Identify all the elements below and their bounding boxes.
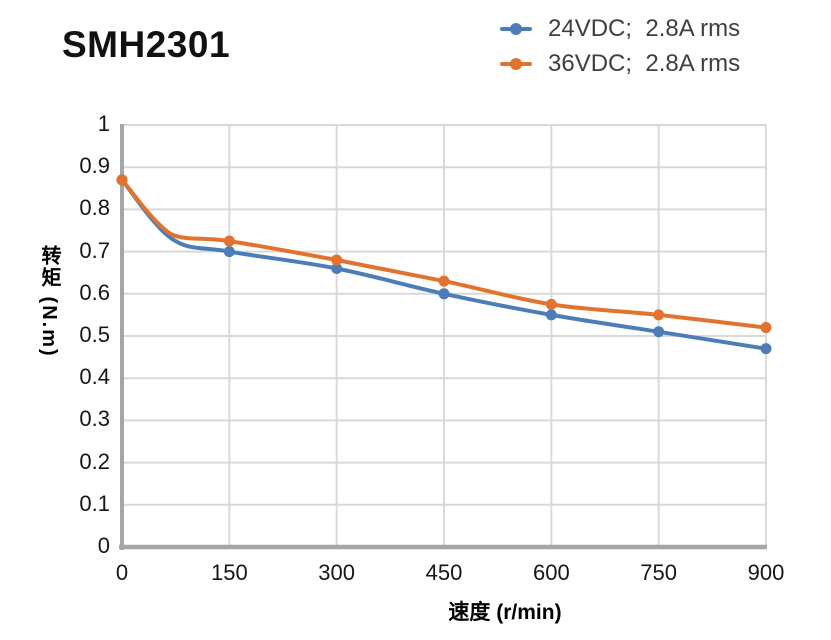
data-point-0 [223, 246, 235, 258]
x-tick-label: 750 [640, 560, 678, 585]
y-tick-label: 0.2 [79, 448, 110, 474]
data-point-0 [653, 326, 665, 338]
x-axis-label: 速度 (r/min) [448, 601, 562, 624]
data-point-1 [545, 298, 557, 310]
page-title: SMH2301 [62, 24, 231, 65]
data-point-0 [760, 343, 772, 355]
data-point-1 [760, 322, 772, 334]
y-tick-label: 0.8 [79, 195, 110, 221]
data-point-1 [653, 309, 665, 321]
data-point-1 [116, 174, 128, 186]
legend-label-36vdc: 36VDC; 2.8A rms [548, 50, 741, 77]
y-tick-label: 0.1 [79, 490, 110, 516]
legend-item-36vdc: 36VDC; 2.8A rms [500, 50, 741, 77]
x-tick-label: 600 [532, 560, 570, 585]
x-tick-label: 900 [747, 560, 785, 585]
legend-marker-24vdc-icon [500, 23, 532, 36]
y-tick-label: 0.7 [79, 237, 110, 263]
data-point-0 [331, 262, 343, 274]
data-point-1 [331, 254, 343, 266]
y-tick-label: 0.9 [79, 153, 110, 179]
x-tick-label: 0 [115, 560, 129, 585]
legend-dot-icon [510, 23, 522, 35]
legend-item-24vdc: 24VDC; 2.8A rms [500, 15, 741, 42]
data-point-0 [438, 288, 450, 300]
y-tick-label: 1 [97, 110, 110, 136]
y-tick-label: 0.5 [79, 321, 110, 347]
x-tick-label: 450 [425, 560, 463, 585]
legend-label-24vdc: 24VDC; 2.8A rms [548, 15, 741, 42]
data-point-1 [223, 235, 235, 247]
y-tick-label: 0.4 [79, 364, 110, 390]
y-tick-label: 0.6 [79, 279, 110, 305]
legend-marker-36vdc-icon [500, 58, 532, 71]
data-point-0 [545, 309, 557, 321]
data-point-1 [438, 275, 450, 287]
y-tick-label: 0 [97, 532, 110, 558]
x-tick-label: 150 [210, 560, 248, 585]
y-tick-label: 0.3 [79, 406, 110, 432]
legend-dot-icon [510, 58, 522, 70]
y-axis-label: 转矩 (N.m) [38, 245, 60, 358]
x-tick-label: 300 [318, 560, 356, 585]
